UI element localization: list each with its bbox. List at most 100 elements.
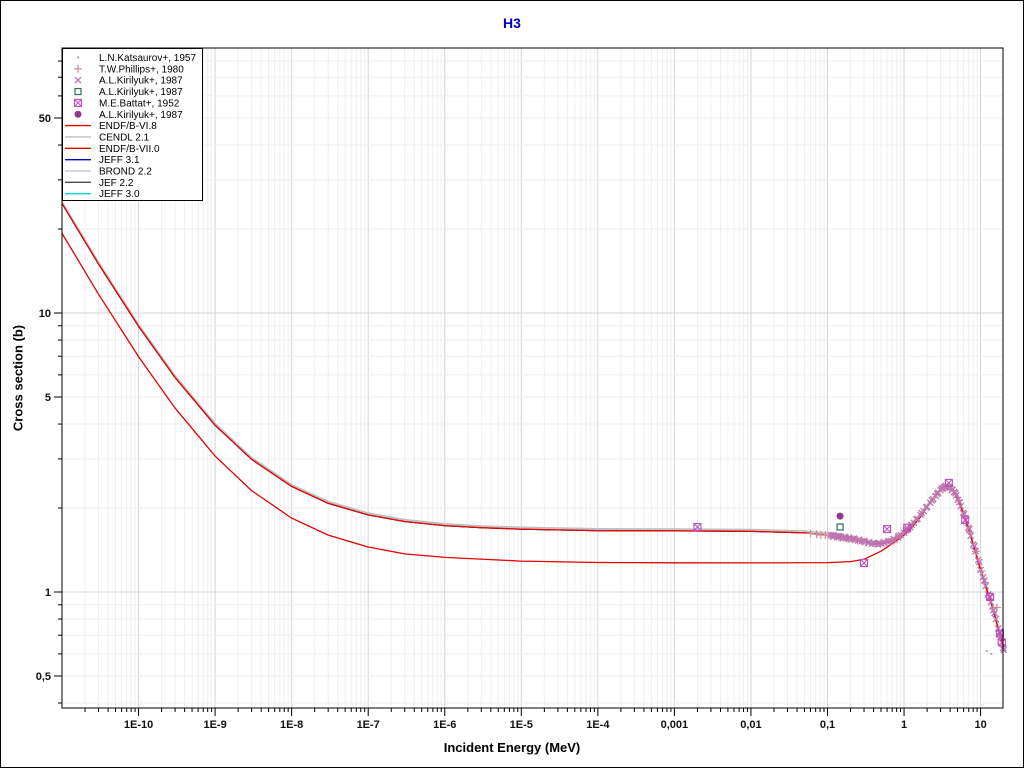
x-marker (970, 542, 978, 550)
crossed-square-marker (997, 638, 1006, 647)
legend-background (62, 48, 203, 201)
y-tick-label: 10 (39, 308, 51, 320)
x-marker (870, 539, 878, 547)
x-marker (991, 609, 998, 617)
x-marker (850, 535, 858, 542)
x-marker (890, 535, 898, 543)
x-marker (975, 558, 983, 566)
x-marker (952, 489, 959, 497)
x-marker (74, 76, 82, 84)
x-marker (952, 491, 960, 499)
y-tick-label: 50 (39, 113, 51, 125)
crossed-square-marker (961, 516, 970, 524)
crossed-square-marker (944, 478, 953, 487)
legend-label: JEFF 3.1 (99, 155, 140, 166)
x-tick-label: 0,01 (740, 719, 761, 731)
open-square-marker (836, 523, 844, 531)
legend-row: BROND 2.2 (65, 167, 152, 178)
chart-title: H3 (503, 15, 521, 31)
x-marker (992, 615, 1000, 623)
crossed-square-marker (945, 479, 953, 487)
x-marker (908, 521, 915, 529)
plus-marker (74, 64, 82, 73)
x-marker (967, 532, 975, 540)
legend-row: CENDL 2.1 (65, 132, 150, 143)
x-tick-label: 1E-7 (357, 719, 380, 731)
plus-marker (821, 531, 830, 540)
x-marker (918, 509, 926, 517)
legend-label: A.L.Kirilyuk+, 1987 (99, 110, 183, 121)
plus-marker (812, 530, 821, 539)
scatter-m-e-battat-1952 (693, 478, 1006, 647)
x-marker (895, 532, 903, 540)
crossed-square-marker (883, 525, 891, 533)
x-marker (922, 503, 930, 511)
legend-label: T.W.Phillips+, 1980 (99, 64, 184, 75)
axis-ticks: 1E-10 1E-9 1E-8 1E-7 1E-6 1E-5 1E-4 0,001 0,01 0,… (36, 60, 987, 731)
crossed-square-marker (859, 558, 869, 568)
dot-marker (990, 652, 993, 655)
legend-row: JEFF 3.0 (65, 189, 140, 200)
x-marker (880, 538, 888, 546)
crossed-square-marker (693, 523, 702, 531)
x-marker (957, 502, 965, 510)
y-tick-label: 5 (45, 392, 51, 404)
legend-label: JEFF 3.0 (99, 189, 140, 200)
legend-label: CENDL 2.1 (99, 132, 150, 143)
legend-row: ENDF/B-VI.8 (65, 121, 157, 132)
crossed-square-marker (903, 523, 912, 532)
dot-marker (985, 649, 988, 652)
plot-frame (61, 47, 1004, 709)
x-marker (977, 566, 985, 574)
scatter-l-n-katsaurov-1957 (985, 649, 993, 655)
x-tick-label: 1E-10 (124, 719, 153, 731)
legend-row: A.L.Kirilyuk+, 1987 (74, 76, 183, 87)
legend-label: ENDF/B-VI.8 (99, 121, 157, 132)
legend-row: ENDF/B-VII.0 (65, 144, 160, 155)
crossed-square-marker (74, 99, 82, 107)
x-marker (885, 537, 893, 545)
legend-label: BROND 2.2 (99, 167, 152, 178)
crossed-square-marker (860, 559, 868, 567)
plus-marker (806, 529, 815, 538)
x-marker (965, 525, 973, 533)
x-marker (860, 537, 868, 545)
x-marker (928, 496, 936, 504)
x-marker (982, 582, 990, 590)
legend-row: A.L.Kirilyuk+, 1987 (74, 87, 183, 98)
x-tick-label: 0,1 (820, 719, 835, 731)
legend-label: M.E.Battat+, 1952 (99, 98, 180, 109)
legend-label: A.L.Kirilyuk+, 1987 (99, 76, 183, 87)
x-marker (1000, 646, 1008, 654)
open-square-marker (74, 87, 82, 96)
legend-row: JEF 2.2 (65, 178, 134, 189)
x-marker (835, 532, 843, 540)
x-tick-label: 1E-4 (586, 719, 610, 731)
filled-circle-marker (836, 512, 844, 520)
y-tick-label: 0,5 (36, 671, 51, 683)
crossed-square-marker (73, 98, 83, 107)
x-tick-label: 1 (901, 719, 907, 731)
x-marker (980, 576, 988, 584)
legend-label: JEF 2.2 (99, 178, 134, 189)
crossed-square-marker (986, 592, 995, 601)
scatter-a-l-kirilyuk-1987-circle- (836, 512, 844, 520)
x-tick-label: 1E-8 (280, 719, 303, 731)
gridlines (62, 48, 1003, 708)
x-tick-label: 1E-9 (203, 719, 226, 731)
filled-circle-marker (74, 110, 82, 118)
scatter-a-l-kirilyuk-1987-square- (836, 523, 844, 531)
crossed-square-marker (903, 523, 912, 532)
crossed-square-marker (986, 593, 994, 601)
crossed-square-marker (693, 522, 702, 532)
legend-row: T.W.Phillips+, 1980 (74, 64, 184, 75)
legend-label: A.L.Kirilyuk+, 1987 (99, 87, 183, 98)
x-marker (972, 547, 980, 555)
legend-label: ENDF/B-VII.0 (99, 144, 160, 155)
x-marker (938, 485, 946, 492)
crossed-square-marker (996, 629, 1004, 638)
x-tick-label: 1E-5 (510, 719, 533, 731)
